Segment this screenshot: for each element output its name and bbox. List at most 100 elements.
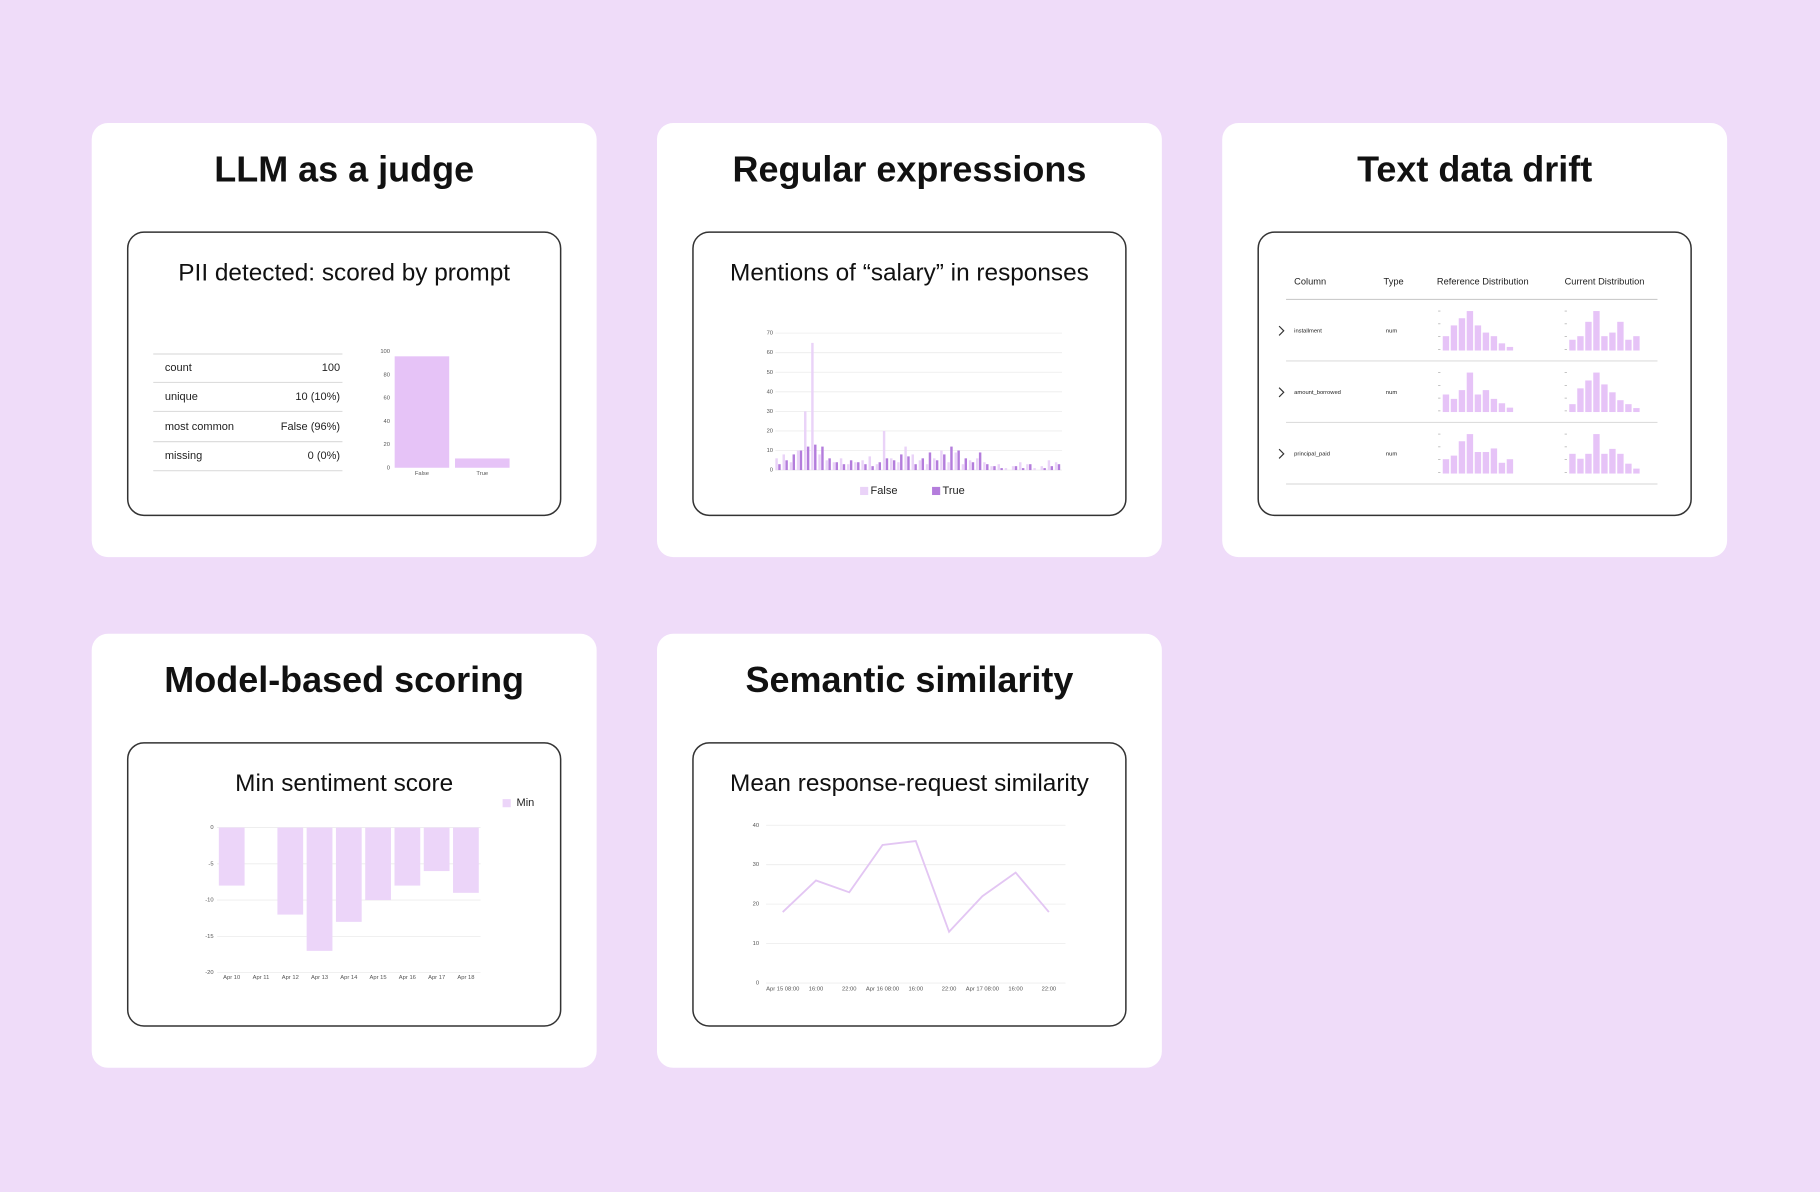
column-header: Type: [1384, 276, 1404, 286]
y-tick-label: 10: [767, 448, 773, 454]
column-type: num: [1386, 390, 1397, 396]
bar: [914, 464, 917, 471]
spark-bar: [1458, 318, 1466, 351]
x-tick-label: Apr 10: [223, 975, 240, 981]
bar: [796, 450, 800, 471]
line: [782, 840, 1050, 934]
column-name: installment: [1294, 328, 1322, 334]
spark-bar: [1601, 336, 1608, 351]
legend-swatch: [932, 486, 941, 496]
y-tick-label: 70: [767, 331, 773, 337]
y-tick-label: -15: [205, 934, 213, 940]
spark-bar: [1625, 463, 1632, 474]
bar: [878, 462, 882, 471]
bar: [1011, 466, 1015, 471]
spark-bar: [1625, 339, 1632, 351]
stat-value: 10 (10%): [295, 391, 340, 403]
y-tick-label: -5: [208, 861, 213, 867]
bar: [983, 462, 986, 471]
x-tick-label: 16:00: [809, 986, 824, 992]
chart-title: PII detected: scored by prompt: [178, 259, 510, 286]
y-tick-label: 20: [767, 428, 773, 434]
bar: [1014, 466, 1018, 471]
spark-bar: [1498, 343, 1506, 351]
spark-bar: [1490, 448, 1498, 474]
legend-swatch: [860, 486, 869, 496]
bar: [455, 458, 510, 468]
x-tick-label: Apr 14: [340, 975, 358, 981]
column-header: Reference Distribution: [1437, 276, 1529, 286]
legend-label: False: [871, 485, 898, 497]
y-tick-label: 0: [770, 468, 773, 474]
chart-frame: [126, 231, 562, 517]
bar: [935, 460, 939, 471]
spark-bar: [1569, 339, 1576, 351]
spark-bar: [1601, 453, 1608, 474]
y-tick-label: -10: [205, 898, 213, 904]
bar: [789, 462, 793, 471]
spark-bar: [1490, 398, 1498, 413]
bar: [799, 450, 803, 471]
chevron: [1278, 387, 1285, 398]
spark-bar: [1625, 404, 1632, 413]
bar: [854, 462, 857, 471]
bar: [842, 464, 846, 471]
spark-bar: [1577, 458, 1584, 474]
spark-bar: [1609, 392, 1616, 413]
spark-bar: [1482, 452, 1490, 474]
y-tick-label: 0: [387, 465, 390, 471]
spark-bar: [1442, 394, 1450, 413]
stat-label: count: [165, 362, 192, 374]
stat-value: 0 (0%): [308, 450, 340, 462]
bar: [1040, 466, 1043, 471]
spark-bar: [1466, 434, 1474, 474]
y-tick-label: 20: [753, 902, 759, 908]
bar: [986, 464, 989, 471]
bar: [806, 446, 810, 471]
bar: [394, 356, 450, 468]
y-tick-label: 30: [767, 409, 773, 415]
spark-bar: [1458, 390, 1466, 413]
spark-bar: [1458, 441, 1466, 474]
spark-bar: [1617, 400, 1624, 413]
spark-bar: [1593, 372, 1600, 413]
spark-bar: [1474, 394, 1482, 413]
y-tick-label: 0: [210, 825, 213, 831]
bar: [957, 450, 960, 471]
bar: [921, 458, 925, 471]
bar: [1029, 464, 1032, 471]
bar: [933, 458, 936, 471]
bar: [997, 464, 1000, 471]
y-tick-label: 30: [753, 862, 759, 868]
x-tick-label: Apr 15 08:00: [766, 986, 799, 992]
bar: [423, 827, 450, 872]
bar: [885, 458, 889, 471]
bar: [1004, 468, 1008, 471]
spark-bar: [1506, 407, 1514, 413]
x-tick-label: 22:00: [942, 986, 957, 992]
card-title: Text data drift: [1357, 148, 1592, 189]
bar: [814, 444, 817, 471]
bar: [882, 430, 886, 471]
bar: [1050, 466, 1054, 471]
column-type: num: [1386, 451, 1397, 457]
spark-bar: [1482, 390, 1490, 413]
x-tick-label: True: [476, 471, 488, 477]
card-title: Semantic similarity: [745, 659, 1073, 700]
bar: [857, 462, 860, 471]
bar: [861, 460, 864, 471]
legend-swatch: [502, 799, 511, 808]
x-tick-label: 22:00: [842, 986, 857, 992]
spark-bar: [1498, 403, 1506, 413]
spark-bar: [1442, 459, 1450, 474]
x-tick-label: 16:00: [909, 986, 924, 992]
spark-bar: [1506, 346, 1514, 351]
bar: [871, 466, 874, 471]
bar: [1054, 462, 1058, 471]
spark-bar: [1601, 384, 1608, 413]
x-tick-label: Apr 11: [253, 975, 270, 981]
y-tick-label: 20: [384, 442, 390, 448]
bar: [1000, 468, 1003, 471]
bar: [993, 466, 996, 471]
bar: [847, 464, 850, 471]
